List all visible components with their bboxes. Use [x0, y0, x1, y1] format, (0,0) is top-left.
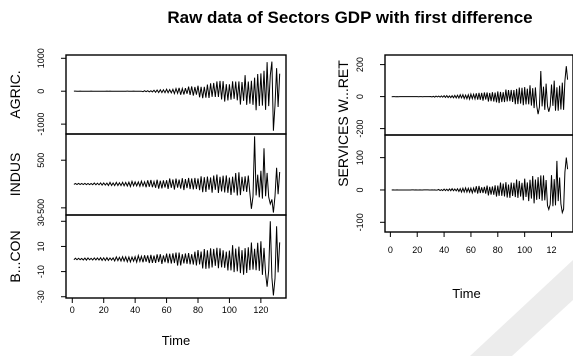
y-tick-label: 30	[36, 216, 46, 226]
panel-frame	[65, 133, 287, 216]
chart-title: Raw data of Sectors GDP with first diffe…	[167, 8, 532, 27]
y-tick-label: -1000	[36, 113, 46, 136]
y-tick-label: -30	[36, 290, 46, 303]
y-tick-label: 0	[36, 89, 46, 94]
x-tick-label: 0	[388, 245, 393, 255]
x-tick-label: 100	[222, 305, 237, 315]
x-tick-label: 80	[193, 305, 203, 315]
y-tick-label: 100	[355, 150, 365, 165]
x-tick-label: 20	[99, 305, 109, 315]
series-line	[73, 221, 281, 296]
x-tick-label: 80	[493, 245, 503, 255]
x-tick-label: 20	[412, 245, 422, 255]
y-tick-label: 200	[355, 57, 365, 72]
series-line	[391, 157, 569, 215]
y-tick-label: 1000	[36, 48, 46, 68]
series-line	[73, 136, 281, 213]
panel-group: 10000-1000AGRIC.500-500INDUS3010-10-30B.…	[7, 48, 287, 348]
x-tick-label: 60	[466, 245, 476, 255]
x-tick-label: 100	[517, 245, 532, 255]
x-axis-label: Time	[452, 286, 480, 301]
panel-frame	[65, 214, 287, 299]
panel-frame	[384, 134, 573, 233]
y-axis-label: SERVICES W...RET	[335, 60, 351, 187]
x-tick-label: 60	[162, 305, 172, 315]
y-tick-label: 0	[355, 94, 365, 99]
panel-group: 200 0 -200 SERVICES W...RET 100 0 -100 0 20 40 60 8…	[335, 54, 573, 301]
y-axis-label: B...CON	[7, 230, 23, 282]
y-tick-label: 10	[36, 241, 46, 251]
x-tick-label: 120	[253, 305, 268, 315]
x-tick-label: 40	[439, 245, 449, 255]
y-tick-label: -100	[355, 213, 365, 231]
x-tick-label: 12	[547, 245, 557, 255]
y-tick-label: -500	[36, 199, 46, 217]
watermark-shape	[470, 260, 573, 356]
panel-frame	[65, 54, 287, 135]
y-tick-label: 0	[355, 187, 365, 192]
y-tick-label: 500	[36, 153, 46, 168]
y-tick-label: -200	[355, 120, 365, 138]
y-axis-label: AGRIC.	[7, 70, 23, 118]
x-tick-label: 0	[70, 305, 75, 315]
y-tick-label: -10	[36, 265, 46, 278]
series-line	[73, 61, 281, 131]
x-tick-label: 40	[130, 305, 140, 315]
y-axis-label: INDUS	[7, 153, 23, 197]
panel-groups: 10000-1000AGRIC.500-500INDUS3010-10-30B.…	[7, 48, 573, 348]
x-axis-label: Time	[162, 333, 190, 348]
series-line	[391, 66, 569, 115]
